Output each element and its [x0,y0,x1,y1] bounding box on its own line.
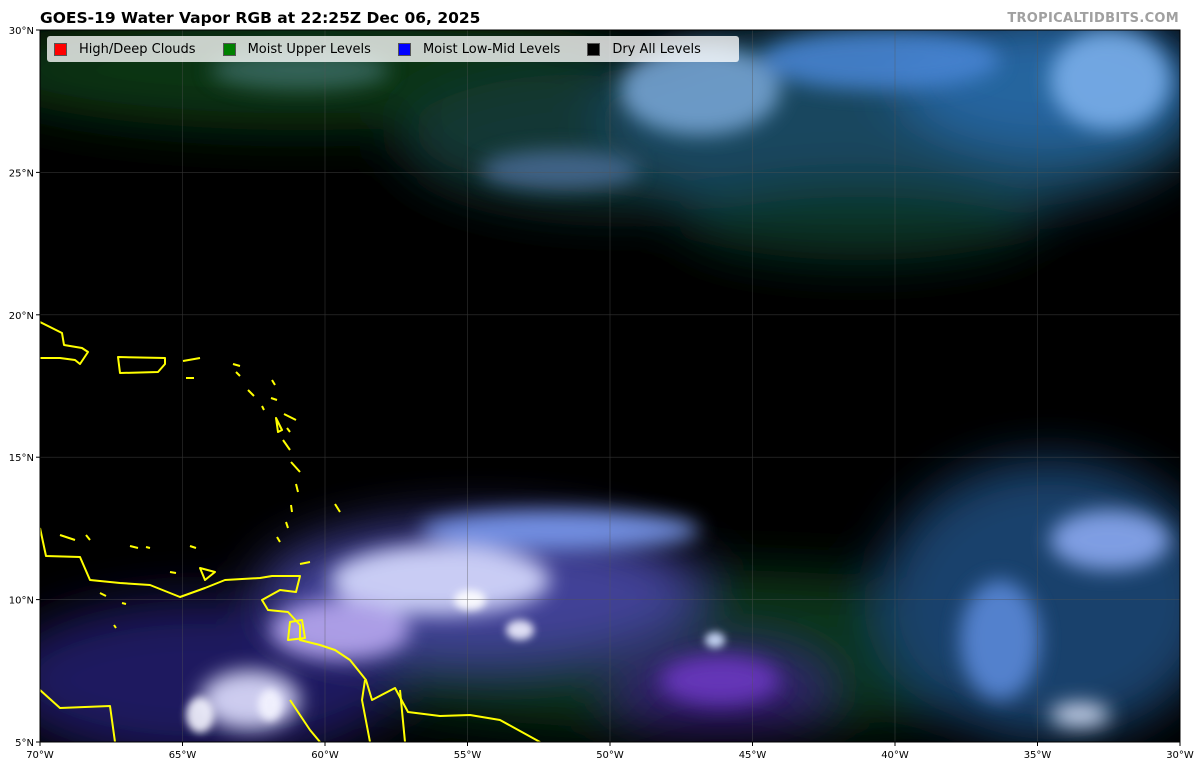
legend-label: High/Deep Clouds [79,41,196,57]
y-axis: 5°N 10°N 15°N 20°N 25°N 30°N [9,26,40,749]
coastline-islands [59,357,341,629]
watermark: TROPICALTIDBITS.COM [1007,11,1179,26]
legend: High/Deep Clouds Moist Upper Levels Moist … [47,36,739,62]
x-tick-label: 60°W [311,750,339,761]
legend-item: Moist Low-Mid Levels [397,41,561,57]
x-tick-label: 35°W [1024,750,1052,761]
border-south [289,699,321,742]
legend-swatch [587,42,601,56]
border-guyana [361,679,371,742]
y-tick-label: 5°N [15,738,34,749]
y-tick-label: 25°N [9,168,34,179]
x-tick-label: 55°W [454,750,482,761]
y-tick-label: 20°N [9,311,34,322]
x-tick-label: 45°W [739,750,767,761]
x-tick-label: 65°W [169,750,197,761]
x-axis: 70°W 65°W 60°W 55°W 50°W 45°W 40°W 35°W 30°W [26,742,1194,761]
y-tick-label: 30°N [9,26,34,37]
coastline-hispaniola [40,321,89,365]
legend-label: Dry All Levels [612,41,701,57]
legend-label: Moist Upper Levels [247,41,371,57]
map-title: GOES-19 Water Vapor RGB at 22:25Z Dec 06… [40,9,481,27]
border-west [40,689,116,742]
x-tick-label: 50°W [596,750,624,761]
coastline-south-america [40,527,541,742]
legend-item: High/Deep Clouds [54,42,196,57]
legend-label: Moist Low-Mid Levels [422,41,561,57]
coastlines [40,321,541,742]
coastline-puerto-rico [117,356,166,374]
gridlines [40,30,1180,742]
imagery [40,30,1180,742]
legend-swatch [222,42,236,56]
coastline-trinidad [287,619,306,641]
x-tick-label: 40°W [881,750,909,761]
legend-swatch [54,42,67,56]
x-tick-label: 30°W [1166,750,1194,761]
border-suriname [399,689,406,742]
legend-item: Moist Upper Levels [222,41,371,57]
x-tick-label: 70°W [26,750,54,761]
legend-swatch [397,42,411,56]
y-tick-label: 15°N [9,453,34,464]
y-tick-label: 10°N [9,596,34,607]
legend-item: Dry All Levels [587,42,701,57]
